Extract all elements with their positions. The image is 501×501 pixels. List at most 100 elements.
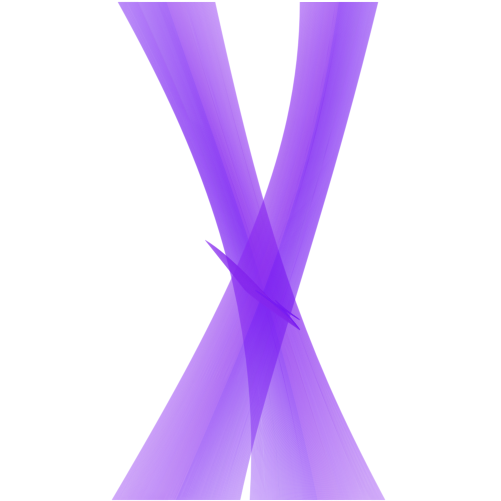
strand [238, 1, 378, 501]
strand [212, 1, 362, 501]
strand [182, 1, 341, 501]
strand [201, 1, 368, 501]
strand [262, 294, 297, 326]
strand [180, 1, 339, 501]
strand [272, 301, 291, 319]
strand [228, 269, 288, 318]
strand [232, 273, 291, 321]
strand [136, 1, 316, 501]
strand [129, 1, 268, 501]
strand [213, 1, 384, 501]
strand [270, 300, 292, 320]
strand [233, 1, 375, 501]
strand [113, 1, 302, 501]
strand [130, 1, 269, 501]
strand [201, 1, 356, 501]
strand [123, 1, 259, 501]
strand [168, 1, 336, 501]
strand [210, 1, 361, 501]
strand [237, 280, 295, 325]
strand [205, 1, 358, 501]
strand [271, 300, 292, 320]
strand [138, 1, 318, 501]
strand [202, 1, 369, 501]
strand [217, 1, 366, 501]
strand [135, 1, 276, 501]
strand [153, 1, 302, 501]
strand [242, 287, 299, 329]
strand [206, 241, 272, 302]
strand [208, 1, 360, 501]
strand [118, 1, 305, 501]
strand [225, 1, 370, 501]
strand [119, 1, 305, 501]
strand [215, 252, 279, 309]
strand [214, 251, 278, 308]
strand [143, 1, 287, 501]
strand [134, 1, 315, 501]
strand [226, 1, 371, 501]
strand [162, 1, 332, 501]
strand [175, 1, 332, 501]
strand [198, 1, 354, 501]
strand [281, 307, 286, 313]
strand [158, 1, 308, 501]
strand [131, 1, 271, 501]
twist-knot [204, 239, 301, 331]
strand [224, 264, 286, 316]
strand [168, 1, 321, 501]
strand [213, 249, 277, 307]
strand [175, 1, 340, 501]
strand [159, 1, 310, 501]
strand [282, 308, 287, 312]
strand [213, 1, 363, 501]
strand [144, 1, 321, 501]
strand [158, 1, 330, 501]
strand [275, 300, 299, 320]
strand [184, 1, 346, 501]
strand [170, 1, 325, 501]
strand [225, 265, 286, 316]
strand [244, 289, 300, 330]
strand [229, 1, 373, 501]
strand [189, 1, 348, 501]
strand [126, 1, 263, 501]
strand [210, 1, 361, 501]
strand [153, 1, 326, 501]
strand [209, 1, 379, 501]
strand [230, 271, 290, 320]
strand [121, 1, 257, 501]
strand [150, 1, 296, 501]
strand [122, 1, 259, 501]
strand [244, 289, 301, 331]
strand [165, 1, 318, 501]
strand [125, 1, 262, 501]
strand [278, 304, 293, 316]
strand [216, 1, 365, 501]
strand [236, 1, 377, 501]
strand [147, 1, 323, 501]
strand [217, 255, 280, 310]
strand [114, 1, 303, 501]
strand [161, 1, 331, 501]
strand [120, 1, 256, 501]
strand [191, 1, 350, 501]
strand [203, 1, 371, 501]
strand [142, 1, 320, 501]
strand [164, 1, 316, 501]
strand [194, 1, 358, 501]
strand [174, 1, 330, 501]
strand [238, 1, 378, 501]
strand [229, 270, 289, 319]
strand [196, 1, 360, 501]
strand [232, 1, 375, 501]
strand [143, 1, 320, 501]
strand [176, 1, 341, 501]
strand [221, 1, 368, 501]
strand [167, 1, 335, 501]
strand [131, 1, 270, 501]
strand [135, 1, 316, 501]
strand [206, 241, 272, 302]
strand [229, 270, 289, 319]
strand [226, 266, 287, 317]
